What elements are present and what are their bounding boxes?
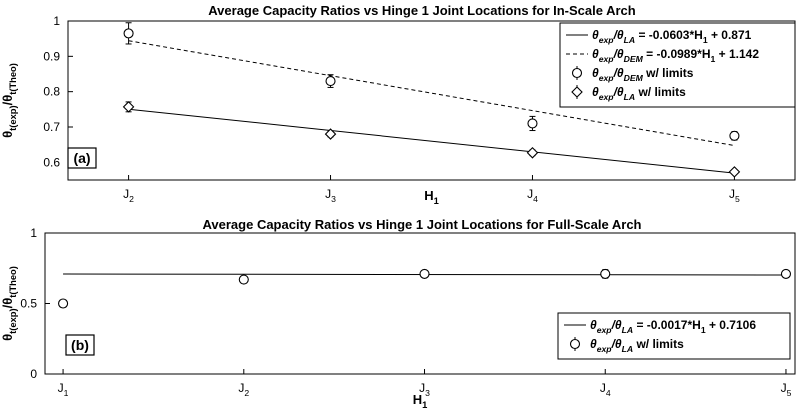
chart-title-a: Average Capacity Ratios vs Hinge 1 Joint… bbox=[208, 3, 635, 18]
legend-entry-label: θexp/θLA w/ limits bbox=[590, 337, 684, 354]
data-point-circle bbox=[238, 274, 249, 285]
legend-entry-label: θexp/θLA = -0.0603*H1 + 0.871 bbox=[592, 28, 752, 45]
legend-entry-label: θexp/θLA w/ limits bbox=[592, 85, 686, 102]
chart-panel-b: Average Capacity Ratios vs Hinge 1 Joint… bbox=[0, 217, 796, 410]
x-tick-label: J2 bbox=[238, 381, 249, 398]
data-point-diamond bbox=[324, 128, 337, 140]
x-tick-label: J3 bbox=[325, 187, 336, 204]
panel-label: (a) bbox=[73, 150, 90, 166]
y-tick-label: 0.7 bbox=[43, 120, 60, 134]
x-tick-label: J2 bbox=[123, 187, 134, 204]
y-tick-label: 0.8 bbox=[43, 85, 60, 99]
y-tick-label: 0.6 bbox=[43, 155, 60, 169]
legend-marker-swatch bbox=[571, 86, 583, 98]
x-axis-label: H1 bbox=[413, 392, 428, 410]
data-point-circle bbox=[527, 118, 538, 129]
x-tick-label: J1 bbox=[58, 381, 69, 398]
fit-line-la bbox=[128, 108, 735, 174]
y-tick-label: 0.5 bbox=[20, 297, 37, 311]
y-tick-label: 0 bbox=[30, 367, 37, 381]
legend-entry-label: θexp/θLA = -0.0017*H1 + 0.7106 bbox=[590, 318, 756, 335]
data-point-diamond bbox=[526, 147, 539, 159]
legend-entry-label: θexp/θDEM w/ limits bbox=[592, 66, 694, 83]
legend-frame bbox=[557, 312, 791, 360]
legend-marker-swatch bbox=[569, 338, 581, 350]
y-tick-label: 1 bbox=[30, 226, 37, 240]
data-point-diamond bbox=[728, 166, 741, 178]
x-tick-label: J4 bbox=[600, 381, 611, 398]
data-point-circle bbox=[123, 28, 134, 39]
data-point-circle bbox=[729, 130, 740, 141]
data-point-circle bbox=[58, 298, 69, 309]
y-tick-label: 0.9 bbox=[43, 49, 60, 63]
x-tick-label: J4 bbox=[527, 187, 538, 204]
legend-entry-label: θexp/θDEM = -0.0989*H1 + 1.142 bbox=[592, 47, 759, 64]
y-axis-label: θt(exp)/θt(Theo) bbox=[0, 266, 18, 341]
legend-frame bbox=[559, 22, 796, 108]
data-point-diamond bbox=[122, 101, 135, 113]
x-tick-label: J3 bbox=[419, 381, 430, 398]
data-point-circle bbox=[780, 268, 792, 279]
x-tick-label: J5 bbox=[729, 187, 740, 204]
data-point-circle bbox=[325, 76, 336, 87]
chart-panel-a: Average Capacity Ratios vs Hinge 1 Joint… bbox=[0, 3, 796, 206]
legend: θexp/θLA = -0.0017*H1 + 0.7106 θexp/θLA w… bbox=[557, 312, 791, 360]
fit-line-dem bbox=[128, 40, 735, 147]
legend: θexp/θLA = -0.0603*H1 + 0.871 θexp/θDEM =… bbox=[559, 22, 796, 108]
x-axis-label: H1 bbox=[424, 188, 439, 206]
panel-label-frame bbox=[65, 334, 95, 356]
chart-title-b: Average Capacity Ratios vs Hinge 1 Joint… bbox=[203, 217, 642, 232]
y-tick-label: 1 bbox=[53, 14, 60, 28]
panel-label-frame bbox=[67, 147, 97, 169]
legend-marker-swatch bbox=[571, 67, 583, 79]
data-point-circle bbox=[419, 268, 430, 279]
y-axis-label: θt(exp)/θt(Theo) bbox=[0, 63, 18, 138]
panel-label: (b) bbox=[71, 337, 89, 353]
x-tick-label: J5 bbox=[781, 381, 792, 398]
data-point-circle bbox=[600, 268, 611, 279]
